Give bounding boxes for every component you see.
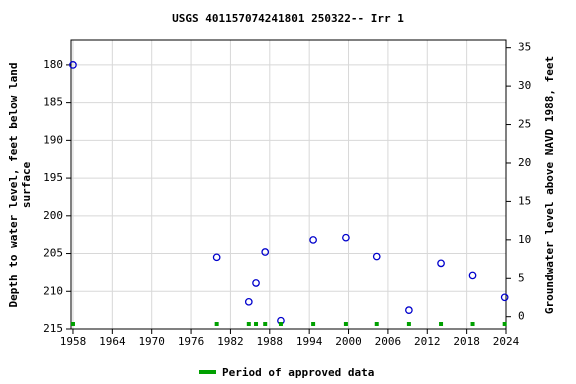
y2-tick-label: 15 [518, 194, 531, 207]
y-axis-label: surface [20, 161, 33, 208]
x-tick-label: 2006 [375, 335, 402, 348]
x-tick-label: 2024 [493, 335, 520, 348]
approved-marker [70, 322, 75, 326]
y-tick-label: 180 [43, 58, 63, 71]
data-point [437, 259, 445, 268]
y2-tick-label: 30 [518, 79, 531, 92]
data-point [405, 306, 413, 314]
y-tick-label: 210 [43, 284, 63, 297]
data-point [342, 233, 350, 242]
y2-tick-label: 0 [518, 310, 525, 323]
x-tick-label: 2012 [414, 335, 441, 348]
approved-marker [502, 322, 507, 326]
y2-axis-label: Groundwater level above NAVD 1988, feet [543, 56, 556, 314]
approved-marker [343, 322, 348, 326]
legend-label: Period of approved data [222, 366, 374, 379]
y-axis-label: Depth to water level, feet below land [7, 62, 20, 307]
approved-marker [374, 322, 379, 326]
y-tick-label: 215 [43, 322, 63, 335]
y-tick-label: 195 [43, 171, 63, 184]
y2-tick-label: 10 [518, 233, 531, 246]
data-point [500, 293, 509, 302]
approved-marker [246, 322, 251, 326]
x-tick-label: 1994 [296, 335, 323, 348]
approved-marker [406, 322, 411, 326]
data-point [309, 236, 317, 244]
y2-tick-label: 5 [518, 271, 525, 284]
x-tick-label: 1982 [217, 335, 244, 348]
data-point [468, 271, 477, 280]
y2-tick-label: 25 [518, 118, 531, 131]
y-tick-label: 200 [43, 209, 63, 222]
data-point [261, 248, 270, 256]
data-point [252, 279, 260, 287]
approved-marker [311, 322, 316, 326]
y2-tick-label: 20 [518, 156, 531, 169]
x-tick-label: 1964 [99, 335, 126, 348]
x-tick-label: 2018 [453, 335, 480, 348]
data-point [372, 252, 381, 261]
y-tick-label: 205 [43, 247, 63, 260]
y-tick-label: 185 [43, 96, 63, 109]
x-tick-label: 1970 [138, 335, 165, 348]
approved-marker [214, 322, 219, 326]
data-point [244, 297, 253, 306]
x-tick-label: 1976 [178, 335, 205, 348]
x-tick-label: 2000 [335, 335, 362, 348]
approved-marker [254, 322, 259, 326]
data-point [69, 61, 77, 69]
approved-marker [470, 322, 475, 326]
approved-marker [278, 322, 283, 326]
approved-marker [263, 322, 268, 326]
data-point [212, 253, 221, 262]
x-tick-label: 1958 [60, 335, 87, 348]
y-tick-label: 190 [43, 133, 63, 146]
y2-tick-label: 35 [518, 41, 531, 54]
chart-title: USGS 401157074241801 250322-- Irr 1 [172, 12, 404, 25]
plot-frame [70, 39, 507, 330]
x-tick-label: 1988 [257, 335, 284, 348]
approved-marker [439, 322, 444, 326]
